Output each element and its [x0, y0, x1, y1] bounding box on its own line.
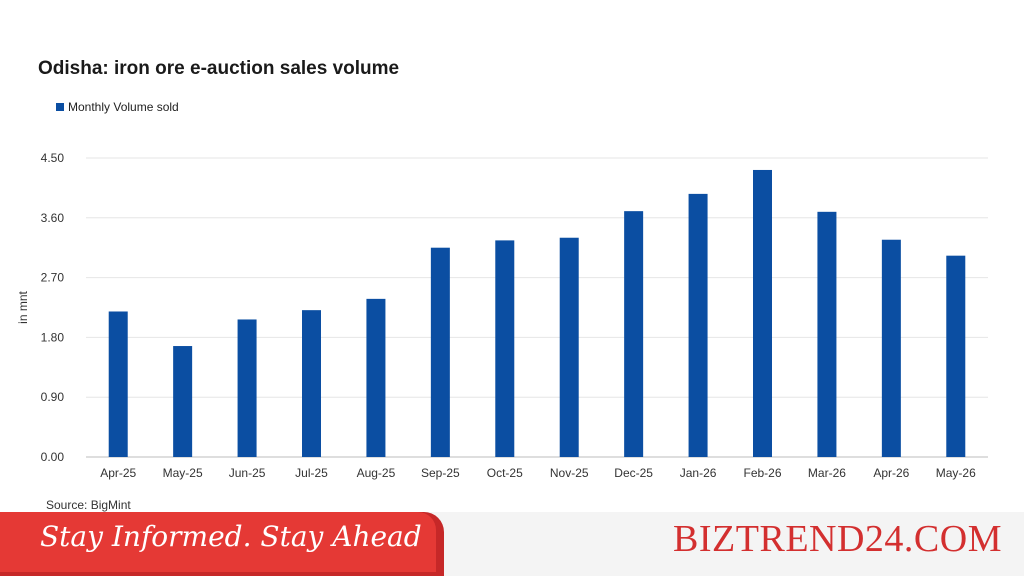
- x-tick-label: Jan-26: [680, 466, 717, 480]
- bar: [946, 255, 966, 457]
- x-tick-label: Feb-26: [743, 466, 781, 480]
- y-tick-label: 4.50: [41, 151, 65, 165]
- x-tick-label: Apr-26: [873, 466, 909, 480]
- bar: [817, 211, 837, 457]
- chart-title: Odisha: iron ore e-auction sales volume: [38, 58, 400, 79]
- x-tick-label: Dec-25: [614, 466, 653, 480]
- bar: [624, 211, 644, 457]
- x-tick-label: May-25: [163, 466, 203, 480]
- y-tick-label: 3.60: [41, 211, 65, 225]
- x-tick-label: Jun-25: [229, 466, 266, 480]
- x-tick-label: Apr-25: [100, 466, 136, 480]
- bar: [430, 247, 450, 457]
- bar: [559, 237, 579, 457]
- x-tick-label: Aug-25: [357, 466, 396, 480]
- x-tick-label: Nov-25: [550, 466, 589, 480]
- bar: [881, 239, 901, 457]
- chart-source: Source: BigMint: [46, 498, 131, 512]
- bar: [237, 319, 257, 457]
- bar: [495, 240, 515, 457]
- x-tick-label: Oct-25: [487, 466, 523, 480]
- x-tick-label: Jul-25: [295, 466, 328, 480]
- y-tick-label: 1.80: [41, 330, 65, 344]
- y-axis-label: in mnt: [16, 291, 30, 324]
- legend-swatch: [56, 103, 64, 111]
- bar-chart: 0.00 0.90 1.80 2.70 3.60 4.50 in mnt Apr-25 May-…: [16, 151, 988, 480]
- y-tick-label: 0.90: [41, 390, 65, 404]
- bar: [688, 193, 708, 457]
- bar: [366, 298, 386, 457]
- x-tick-label: May-26: [936, 466, 976, 480]
- chart-legend: Monthly Volume sold: [56, 100, 179, 114]
- footer-banner: [0, 512, 436, 572]
- bar: [753, 169, 772, 457]
- legend-label: Monthly Volume sold: [68, 100, 179, 114]
- y-tick-label: 2.70: [41, 271, 65, 285]
- footer-tagline: Stay Informed. Stay Ahead: [40, 520, 422, 553]
- bar: [173, 346, 193, 457]
- bar: [302, 310, 321, 457]
- x-tick-label: Sep-25: [421, 466, 460, 480]
- y-tick-label: 0.00: [41, 450, 65, 464]
- x-tick-label: Mar-26: [808, 466, 846, 480]
- brand-logo[interactable]: BIZTREND24.COM: [673, 518, 1002, 560]
- bar: [108, 311, 128, 457]
